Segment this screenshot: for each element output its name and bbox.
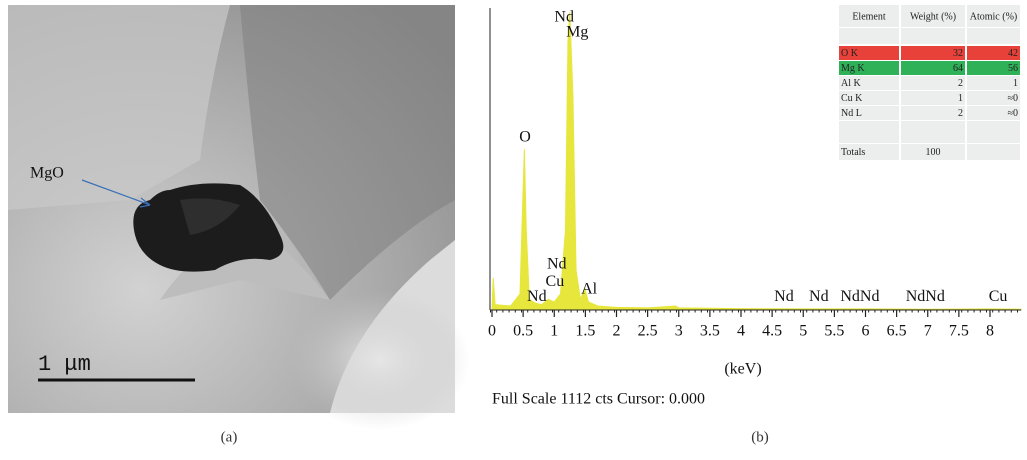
peak-label: Al	[581, 281, 598, 298]
table-cell	[901, 121, 965, 143]
x-tick-label: 4.5	[762, 323, 782, 340]
table-cell	[839, 76, 899, 90]
x-tick-label: 6	[862, 323, 870, 340]
x-tick-label: 7.5	[949, 323, 969, 340]
table-cell	[901, 91, 965, 105]
table-cell-text: Al K	[841, 78, 862, 89]
image-annotation: MgO	[30, 165, 64, 182]
table-cell	[839, 61, 899, 75]
table-cell-text: O K	[841, 48, 859, 59]
table-cell-text: Nd L	[841, 108, 862, 119]
table-cell	[839, 28, 899, 44]
table-cell	[901, 144, 965, 160]
table-cell-text: 42	[1008, 48, 1018, 59]
table-cell	[839, 121, 899, 143]
table-header: Atomic (%)	[970, 11, 1018, 22]
peak-label: NdNd	[906, 288, 945, 305]
x-tick-label: 4	[737, 323, 745, 340]
table-cell	[901, 76, 965, 90]
peak-label: Nd	[527, 288, 547, 305]
tem-image: MgO 1 μm	[8, 5, 470, 430]
table-totals: 100	[926, 147, 941, 158]
table-cell-text: 64	[953, 63, 963, 74]
table-cell-text: 1	[958, 93, 963, 104]
table-cell	[967, 144, 1020, 160]
table-cell	[967, 91, 1020, 105]
table-cell	[967, 5, 1020, 27]
table-cell	[839, 144, 899, 160]
x-tick-label: 1	[550, 323, 558, 340]
footer: Full Scale 1112 cts Cursor: 0.000	[492, 391, 705, 408]
x-tick-label: 2	[613, 323, 621, 340]
x-tick-label: 2.5	[638, 323, 658, 340]
table-cell	[901, 28, 965, 44]
table-cell-text: ≈0	[1008, 108, 1019, 119]
table-cell	[839, 91, 899, 105]
spectrum-area	[491, 11, 1022, 311]
panel-label: (b)	[751, 429, 769, 445]
table-cell-text: Mg K	[841, 63, 865, 74]
table-cell	[839, 46, 899, 60]
x-tick-label: 3	[675, 323, 683, 340]
table-cell	[967, 76, 1020, 90]
x-tick-label: 5.5	[824, 323, 844, 340]
table-cell-text: Cu K	[841, 93, 863, 104]
table-cell-text: ≈0	[1008, 93, 1019, 104]
peak-label: Mg	[566, 24, 588, 41]
table-header: Element	[852, 11, 886, 22]
x-tick-label: 7	[924, 323, 932, 340]
table-cell	[901, 61, 965, 75]
table-cell	[967, 46, 1020, 60]
table-cell	[839, 106, 899, 120]
x-tick-label: 0	[488, 323, 496, 340]
table-totals: Totals	[841, 147, 865, 158]
table-cell	[967, 121, 1020, 143]
peak-label: O	[519, 129, 531, 146]
x-tick-label: 3.5	[700, 323, 720, 340]
table-cell-text: 56	[1008, 63, 1018, 74]
peak-label: Cu	[989, 288, 1008, 305]
x-tick-label: 0.5	[513, 323, 533, 340]
table-cell-text: 32	[953, 48, 963, 59]
x-tick-label: 6.5	[887, 323, 907, 340]
x-tick-label: 8	[986, 323, 994, 340]
peak-label: Nd	[547, 256, 567, 273]
results-table: Element Weight (%) Atomic (%) O K 32 42 Mg K 64…	[839, 5, 1020, 160]
table-cell-text: 1	[1013, 78, 1018, 89]
peak-label: Nd	[554, 9, 574, 26]
x-tick-label: 5	[799, 323, 807, 340]
spectrum: 0 0.5 1 1.5 2 2.5 3 3.5 4 4.5 5 5.5 6 6.5 7 7.5 8 (keV) Fu…	[488, 8, 1022, 408]
x-tick-label: 1.5	[575, 323, 595, 340]
table-cell	[967, 28, 1020, 44]
table-cell	[901, 106, 965, 120]
table-cell	[901, 5, 965, 27]
table-header: Weight (%)	[910, 11, 956, 22]
panel-label: (a)	[221, 429, 238, 445]
table-cell	[901, 46, 965, 60]
table-cell	[967, 61, 1020, 75]
peak-label: NdNd	[840, 288, 879, 305]
peak-label: Cu	[546, 273, 565, 290]
x-axis-label: (keV)	[724, 361, 761, 378]
peak-label: Nd	[809, 288, 829, 305]
table-cell	[839, 5, 899, 27]
scale-bar-label: 1 μm	[38, 352, 91, 377]
table-cell-text: 2	[958, 108, 963, 119]
peak-label: Nd	[774, 288, 794, 305]
table-cell-text: 2	[958, 78, 963, 89]
table-cell	[967, 106, 1020, 120]
